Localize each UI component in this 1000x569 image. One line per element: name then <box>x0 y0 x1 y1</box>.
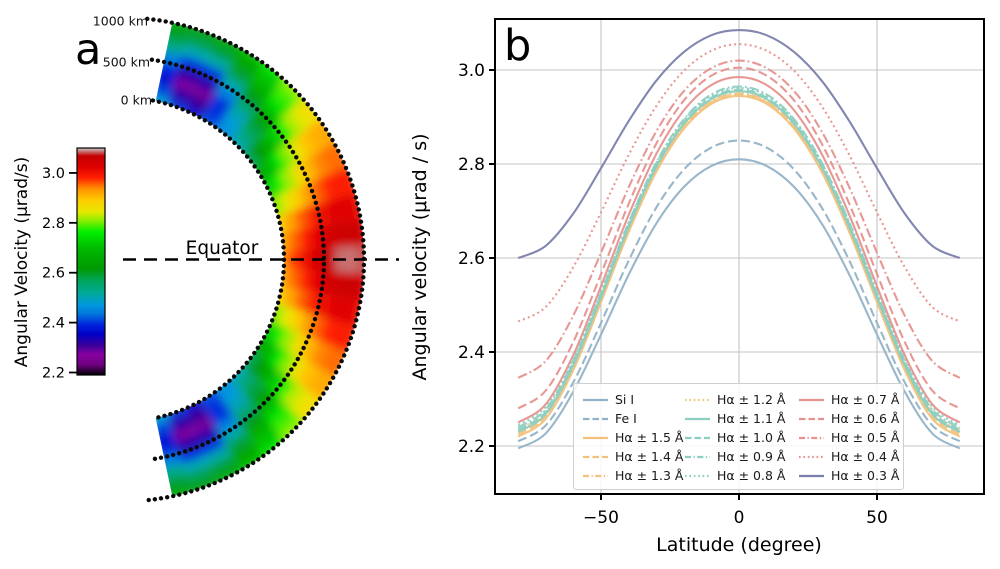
legend-item: Fe I <box>582 409 678 428</box>
colorbar-tick-label: 2.8 <box>42 216 65 232</box>
colorbar-tick-label: 2.2 <box>42 366 65 382</box>
legend-column: Hα ± 0.7 Å Hα ± 0.6 Å Hα ± 0.5 Å Hα ± 0.4 Å… <box>798 390 899 485</box>
legend-item: Hα ± 0.5 Å <box>798 428 899 447</box>
legend-line-sample <box>799 417 824 420</box>
legend-item: Hα ± 1.3 Å <box>582 466 683 485</box>
legend-line-sample <box>799 436 824 439</box>
colorbar: 3.0 2.8 2.6 2.4 2.2 <box>42 147 106 382</box>
legend-item: Hα ± 1.5 Å <box>582 428 683 447</box>
colorbar-axis-label: Angular Velocity (μrad/s) <box>12 157 32 367</box>
panel-b-tick-labels: −50 0 50 2.2 2.4 2.6 2.8 3.0 <box>458 61 888 528</box>
legend-label: Hα ± 1.3 Å <box>615 468 684 483</box>
legend-label: Hα ± 1.5 Å <box>615 430 684 445</box>
colorbar-tick-label: 2.4 <box>42 316 65 332</box>
legend-line-sample <box>685 436 710 439</box>
colorbar-bar <box>76 147 106 376</box>
x-tick-label: −50 <box>583 508 619 528</box>
legend-item: Hα ± 1.4 Å <box>582 447 683 466</box>
height-ring-arc <box>150 98 287 421</box>
legend-line-sample <box>583 398 608 401</box>
y-tick-label: 2.8 <box>458 155 485 175</box>
legend-line-sample <box>685 474 710 477</box>
legend-label: Hα ± 1.2 Å <box>717 392 786 407</box>
legend-line-sample <box>583 436 608 439</box>
series-Hα±0.8Å <box>517 86 961 426</box>
legend-label: Hα ± 0.6 Å <box>831 411 900 426</box>
legend-label: Hα ± 1.1 Å <box>717 411 786 426</box>
y-tick-label: 2.4 <box>458 343 485 363</box>
legend-item: Hα ± 0.6 Å <box>798 409 899 428</box>
equator-label: Equator <box>186 238 259 259</box>
ring-label: 1000 km <box>93 14 148 29</box>
x-tick-label: 0 <box>734 508 745 528</box>
legend-line-sample <box>583 474 608 477</box>
legend-line-sample <box>799 398 824 401</box>
legend-label: Hα ± 0.9 Å <box>717 449 786 464</box>
y-tick-label: 2.6 <box>458 249 485 269</box>
series-Hα±1.5Å <box>517 94 961 438</box>
series-Hα±0.7Å <box>517 76 961 424</box>
panel-a-letter: a <box>75 25 101 75</box>
legend-line-sample <box>799 455 824 458</box>
legend-column: Si I Fe I Hα ± 1.5 Å Hα ± 1.4 Å Hα ± 1.3 Å <box>582 390 683 485</box>
panel-b-curves <box>517 29 961 450</box>
legend-line-sample <box>685 417 710 420</box>
height-ring-labels: 1000 km 500 km 0 km <box>93 14 152 108</box>
legend-label: Hα ± 1.4 Å <box>615 449 684 464</box>
series-Hα±0.6Å <box>517 66 961 410</box>
legend-label: Hα ± 0.3 Å <box>831 468 900 483</box>
y-tick-label: 3.0 <box>458 61 485 81</box>
legend: Si I Fe I Hα ± 1.5 Å Hα ± 1.4 Å Hα ± 1.3 Å Hα… <box>573 383 904 490</box>
legend-label: Hα ± 0.5 Å <box>831 430 900 445</box>
legend-label: Hα ± 0.4 Å <box>831 449 900 464</box>
colorbar-tick-label: 2.6 <box>42 266 65 282</box>
series-Hα±0.4Å <box>517 43 961 323</box>
panel-b-xlabel: Latitude (degree) <box>656 534 822 556</box>
legend-line-sample <box>685 398 710 401</box>
legend-label: Si I <box>615 392 635 407</box>
legend-line-sample <box>685 455 710 458</box>
legend-item: Hα ± 1.2 Å <box>684 390 792 409</box>
legend-item: Hα ± 0.4 Å <box>798 447 899 466</box>
legend-item: Si I <box>582 390 678 409</box>
panel-b-ylabel: Angular velocity (μrad / s) <box>409 133 431 380</box>
legend-item: Hα ± 0.9 Å <box>684 447 792 466</box>
legend-item: Hα ± 0.3 Å <box>798 466 899 485</box>
x-tick-label: 50 <box>866 508 888 528</box>
legend-label: Hα ± 0.7 Å <box>831 392 900 407</box>
ring-label: 0 km <box>121 93 152 108</box>
legend-item: Hα ± 1.1 Å <box>684 409 792 428</box>
legend-label: Hα ± 1.0 Å <box>717 430 786 445</box>
legend-label: Fe I <box>615 411 637 426</box>
series-Hα±0.3Å <box>517 29 961 259</box>
series-SiI <box>517 158 961 450</box>
y-tick-label: 2.2 <box>458 437 485 457</box>
legend-item: Hα ± 0.7 Å <box>798 390 899 409</box>
series-Hα±1.0Å <box>517 88 961 431</box>
colorbar-tick-label: 3.0 <box>42 166 65 182</box>
panel-b-letter: b <box>504 21 531 71</box>
legend-label: Hα ± 0.8 Å <box>717 468 786 483</box>
series-Hα±0.5Å <box>517 59 961 379</box>
legend-item: Hα ± 0.8 Å <box>684 466 792 485</box>
legend-line-sample <box>799 474 824 477</box>
legend-item: Hα ± 1.0 Å <box>684 428 792 447</box>
legend-column: Hα ± 1.2 Å Hα ± 1.1 Å Hα ± 1.0 Å Hα ± 0.9 Å… <box>684 390 792 485</box>
legend-line-sample <box>583 455 608 458</box>
legend-line-sample <box>583 417 608 420</box>
ring-label: 500 km <box>103 55 150 70</box>
series-Hα±1.1Å <box>517 90 961 433</box>
